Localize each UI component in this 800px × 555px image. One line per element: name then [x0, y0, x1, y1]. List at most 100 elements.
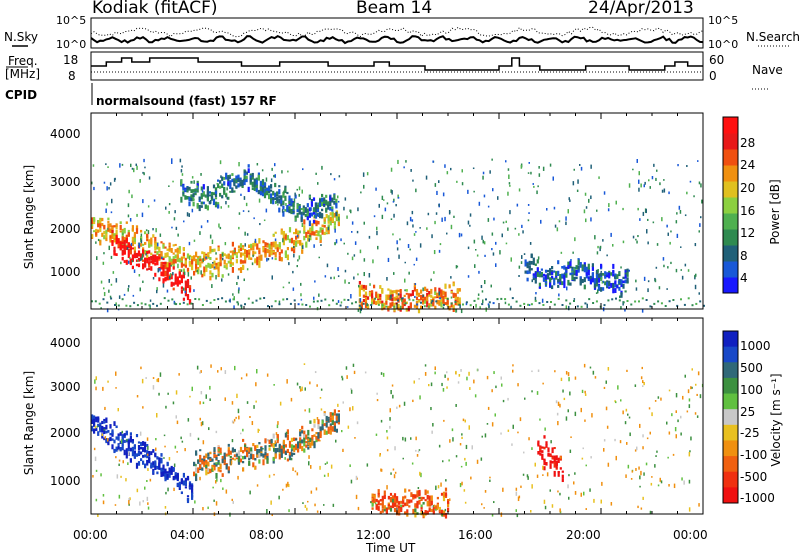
- power-cell: [251, 176, 254, 180]
- velocity-cell: [316, 510, 319, 513]
- power-cell: [111, 240, 114, 245]
- power-cell: [372, 259, 374, 264]
- velocity-cell: [299, 388, 302, 392]
- power-cell: [100, 280, 103, 284]
- power-cell: [93, 230, 96, 233]
- velocity-cell: [335, 439, 337, 443]
- velocity-cell: [459, 483, 462, 488]
- power-cell: [472, 167, 475, 170]
- power-cell: [302, 205, 305, 208]
- velocity-cell: [416, 492, 419, 498]
- power-cell: [112, 271, 115, 274]
- velocity-cell: [125, 448, 128, 454]
- power-cell: [301, 222, 304, 227]
- velocity-colorbar-segment: [723, 377, 738, 395]
- power-cell: [412, 179, 414, 182]
- power-cell: [250, 257, 253, 261]
- power-cell: [196, 185, 198, 189]
- power-cell: [294, 194, 297, 199]
- power-cell: [99, 227, 102, 232]
- velocity-cell: [107, 438, 109, 442]
- power-cell: [289, 302, 292, 305]
- velocity-cell: [694, 412, 697, 415]
- velocity-cell: [610, 502, 613, 506]
- power-cell: [622, 207, 624, 211]
- velocity-cell: [434, 505, 437, 510]
- power-cell: [303, 225, 306, 231]
- power-cell: [176, 247, 179, 253]
- velocity-cell: [174, 474, 177, 479]
- power-cell: [229, 260, 232, 264]
- power-cell: [256, 256, 259, 263]
- power-cell: [122, 232, 124, 236]
- velocity-cell: [233, 454, 236, 458]
- velocity-cell: [349, 464, 351, 468]
- velocity-cell: [580, 407, 582, 413]
- velocity-cell: [511, 443, 513, 446]
- velocity-cell: [393, 493, 397, 499]
- power-cell: [153, 199, 156, 202]
- velocity-cell: [152, 449, 155, 453]
- velocity-cell: [626, 369, 628, 373]
- power-cell: [396, 240, 398, 245]
- velocity-cell: [135, 434, 139, 438]
- power-cell: [492, 252, 495, 256]
- power-cell: [148, 262, 151, 268]
- power-cell: [302, 168, 304, 171]
- velocity-cell: [278, 453, 281, 460]
- velocity-cell: [539, 452, 542, 456]
- velocity-cell: [168, 470, 171, 475]
- power-cell: [254, 258, 257, 264]
- power-cell: [467, 275, 470, 278]
- power-cell: [526, 262, 529, 269]
- velocity-cell: [583, 491, 585, 496]
- velocity-cell: [209, 385, 211, 390]
- velocity-cell: [381, 499, 384, 505]
- velocity-cell: [229, 455, 232, 459]
- velocity-cell: [221, 458, 224, 464]
- power-cell: [195, 263, 198, 270]
- power-cell: [135, 263, 139, 267]
- velocity-cell: [584, 393, 587, 396]
- power-cell: [165, 206, 167, 210]
- power-cell: [278, 198, 281, 204]
- power-cell: [270, 241, 273, 246]
- power-cell: [622, 301, 624, 306]
- velocity-cell: [303, 443, 306, 447]
- power-colorbar-segment: [723, 245, 738, 262]
- power-cell: [252, 244, 255, 251]
- power-cell: [205, 206, 207, 209]
- power-cell: [392, 200, 395, 203]
- power-cell: [477, 297, 480, 300]
- velocity-cell: [543, 466, 546, 471]
- power-cell: [358, 284, 360, 288]
- velocity-cell: [193, 462, 196, 467]
- velocity-cell: [553, 470, 556, 477]
- velocity-cell: [636, 446, 638, 451]
- power-cell: [200, 205, 203, 208]
- power-cell: [206, 220, 209, 223]
- velocity-cell: [176, 483, 179, 487]
- power-cell: [444, 216, 446, 222]
- power-cell: [254, 238, 257, 243]
- power-cell: [129, 257, 131, 259]
- velocity-cell: [373, 495, 376, 499]
- velocity-colorbar-segment: [723, 424, 738, 441]
- power-cell: [272, 234, 275, 237]
- power-cell: [614, 288, 617, 293]
- velocity-cell: [327, 428, 330, 434]
- power-cell: [107, 223, 110, 228]
- velocity-cell: [142, 447, 145, 452]
- power-cell: [353, 254, 356, 257]
- power-cell: [125, 221, 128, 224]
- velocity-cell: [173, 463, 176, 467]
- power-cell: [520, 164, 523, 169]
- power-cell: [226, 187, 228, 191]
- power-cell: [312, 212, 316, 215]
- power-cell: [469, 213, 472, 217]
- power-cell: [315, 230, 318, 234]
- power-cell: [524, 259, 527, 264]
- velocity-cell: [209, 468, 212, 474]
- freq-tick-top: 18: [63, 53, 79, 67]
- velocity-cell: [156, 456, 159, 460]
